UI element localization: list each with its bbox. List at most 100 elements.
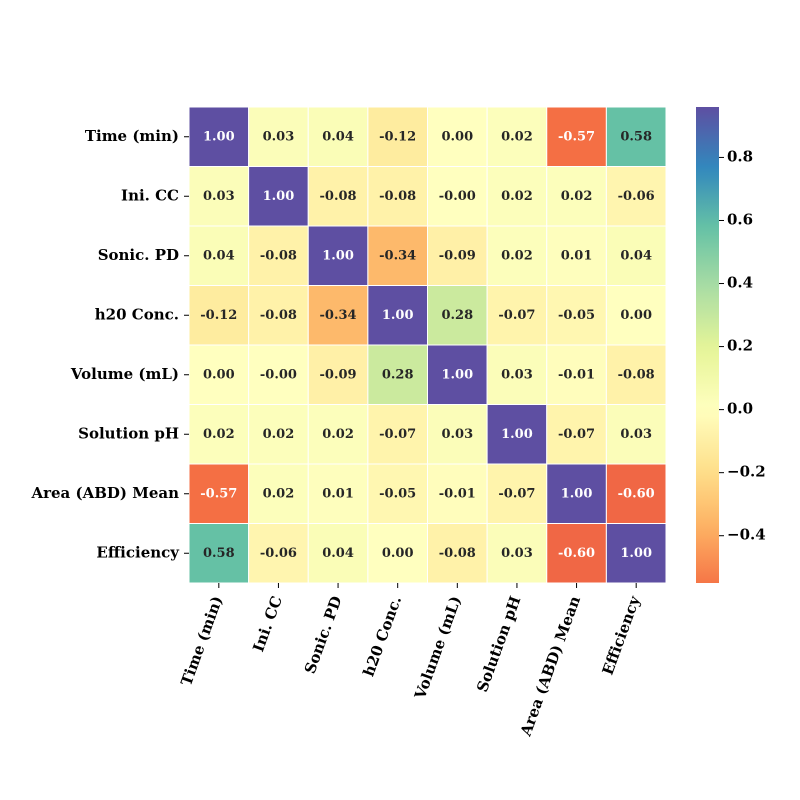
cell-label: 0.04 xyxy=(322,129,354,144)
cell-label: -0.08 xyxy=(618,367,655,382)
heatmap-cell xyxy=(188,285,250,346)
heatmap-cell xyxy=(307,404,369,465)
x-tick-label: Area (ABD) Mean xyxy=(516,593,584,739)
heatmap-cell xyxy=(248,404,309,465)
y-tick-label: Ini. CC xyxy=(121,186,179,204)
cell-label: 0.01 xyxy=(561,248,593,263)
cell-label: -0.34 xyxy=(379,248,416,263)
heatmap-cell xyxy=(248,166,309,227)
cell-label: -0.09 xyxy=(439,248,476,263)
cell-label: -0.12 xyxy=(379,129,416,144)
heatmap-cell xyxy=(605,106,667,167)
heatmap-cell xyxy=(307,463,369,524)
cell-label: 0.04 xyxy=(620,248,652,263)
cell-label: -0.07 xyxy=(379,427,416,442)
cell-label: 0.03 xyxy=(501,546,533,561)
cell-label: -0.07 xyxy=(498,308,535,323)
heatmap-cell xyxy=(605,404,667,465)
cell-label: -0.05 xyxy=(558,308,595,323)
cell-label: 0.58 xyxy=(203,546,235,561)
cell-label: 1.00 xyxy=(322,248,354,263)
colorbar-tick-label: 0.0 xyxy=(727,400,753,418)
cell-label: -0.60 xyxy=(558,546,595,561)
cell-label: 1.00 xyxy=(620,546,652,561)
y-tick-label: Sonic. PD xyxy=(98,246,179,264)
y-tick-label: Efficiency xyxy=(96,543,180,561)
heatmap-cell xyxy=(367,285,428,346)
cell-label: -0.06 xyxy=(260,546,297,561)
cell-label: 0.02 xyxy=(501,248,533,263)
heatmap-cell xyxy=(546,285,607,346)
y-tick-label: h20 Conc. xyxy=(95,305,179,323)
cell-label: 0.03 xyxy=(501,367,533,382)
cell-label: 1.00 xyxy=(501,427,533,442)
colorbar-tick-label: −0.2 xyxy=(727,463,766,481)
heatmap-cell xyxy=(307,106,369,167)
cell-label: 1.00 xyxy=(263,189,295,204)
cell-label: -0.00 xyxy=(260,367,297,382)
cell-label: 1.00 xyxy=(441,367,473,382)
y-tick-label: Time (min) xyxy=(85,127,179,145)
cell-label: 0.00 xyxy=(441,129,473,144)
colorbar-tick-label: 0.2 xyxy=(727,337,753,355)
cell-label: 1.00 xyxy=(382,308,414,323)
heatmap-cell xyxy=(486,463,548,524)
heatmap-cell xyxy=(427,523,488,584)
cell-label: 0.04 xyxy=(203,248,235,263)
cell-label: -0.01 xyxy=(558,367,595,382)
heatmap-cell xyxy=(546,344,607,405)
x-tick-label: Sonic. PD xyxy=(301,594,346,677)
heatmap-cell xyxy=(605,523,667,584)
heatmap-cell xyxy=(248,106,309,167)
cell-label: 0.00 xyxy=(382,546,414,561)
x-tick-label: Volume (mL) xyxy=(411,594,465,703)
cell-label: -0.34 xyxy=(320,308,357,323)
cell-label: 1.00 xyxy=(561,486,593,501)
cell-label: 0.28 xyxy=(382,367,414,382)
colorbar-tick-label: 0.4 xyxy=(727,274,753,292)
cell-label: 0.02 xyxy=(322,427,354,442)
cell-label: 0.02 xyxy=(501,189,533,204)
x-tick-label: h20 Conc. xyxy=(359,594,405,679)
cell-label: -0.60 xyxy=(618,486,655,501)
heatmap-cell xyxy=(427,225,488,286)
heatmap-cell xyxy=(486,166,548,227)
cell-label: 0.02 xyxy=(263,427,295,442)
cell-label: 0.02 xyxy=(203,427,235,442)
y-tick-label: Volume (mL) xyxy=(70,365,179,383)
cell-label: -0.57 xyxy=(558,129,595,144)
cell-label: 0.02 xyxy=(263,486,295,501)
heatmap-cell xyxy=(486,404,548,465)
heatmap-cell xyxy=(427,285,488,346)
heatmap-cell xyxy=(367,166,428,227)
heatmap-cell xyxy=(427,404,488,465)
cell-label: 0.03 xyxy=(620,427,652,442)
heatmap-cell xyxy=(367,225,428,286)
colorbar-tick-label: 0.6 xyxy=(727,210,753,228)
cell-label: -0.08 xyxy=(260,248,297,263)
cell-label: 0.02 xyxy=(561,189,593,204)
cell-label: -0.09 xyxy=(320,367,357,382)
x-tick-label: Time (min) xyxy=(177,594,226,689)
heatmap-cell xyxy=(546,463,607,524)
heatmap-cell xyxy=(546,225,607,286)
heatmap-cell xyxy=(367,344,428,405)
heatmap-cell xyxy=(188,106,250,167)
heatmap-cell xyxy=(605,344,667,405)
heatmap-cell xyxy=(605,463,667,524)
cell-label: 0.58 xyxy=(620,129,652,144)
colorbar xyxy=(696,107,719,583)
heatmap-cell xyxy=(486,106,548,167)
heatmap-cell xyxy=(486,225,548,286)
colorbar-tick-label: 0.8 xyxy=(727,147,753,165)
cell-label: 0.01 xyxy=(322,486,354,501)
heatmap-cell xyxy=(248,225,309,286)
cell-label: 0.00 xyxy=(620,308,652,323)
cell-label: 0.00 xyxy=(203,367,235,382)
cell-label: 0.04 xyxy=(322,546,354,561)
cell-label: 1.00 xyxy=(203,129,235,144)
cell-label: -0.01 xyxy=(439,486,476,501)
cell-label: -0.12 xyxy=(200,308,237,323)
cell-label: -0.07 xyxy=(498,486,535,501)
